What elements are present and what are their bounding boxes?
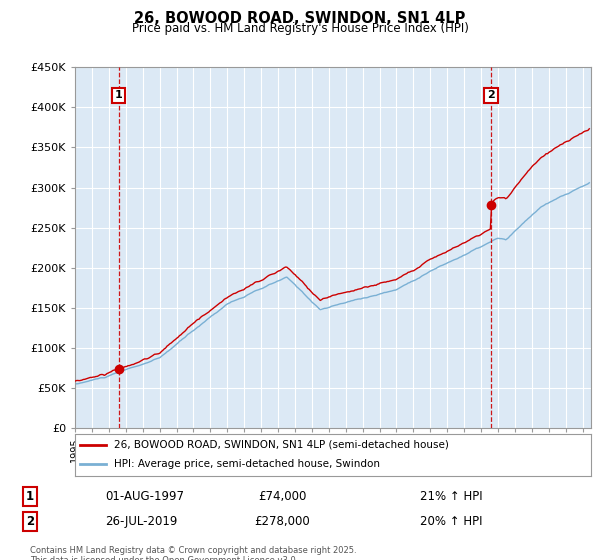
Text: 20% ↑ HPI: 20% ↑ HPI [420,515,482,529]
Text: 01-AUG-1997: 01-AUG-1997 [105,490,184,503]
Text: 1: 1 [26,490,34,503]
Text: 26, BOWOOD ROAD, SWINDON, SN1 4LP (semi-detached house): 26, BOWOOD ROAD, SWINDON, SN1 4LP (semi-… [114,440,449,450]
Text: £74,000: £74,000 [258,490,306,503]
Text: 26-JUL-2019: 26-JUL-2019 [105,515,178,529]
Text: 2: 2 [26,515,34,529]
Text: Price paid vs. HM Land Registry's House Price Index (HPI): Price paid vs. HM Land Registry's House … [131,22,469,35]
Text: £278,000: £278,000 [254,515,310,529]
Text: Contains HM Land Registry data © Crown copyright and database right 2025.
This d: Contains HM Land Registry data © Crown c… [30,546,356,560]
Text: 21% ↑ HPI: 21% ↑ HPI [420,490,482,503]
Text: 26, BOWOOD ROAD, SWINDON, SN1 4LP: 26, BOWOOD ROAD, SWINDON, SN1 4LP [134,11,466,26]
Text: 2: 2 [487,90,495,100]
Text: 1: 1 [115,90,122,100]
Text: HPI: Average price, semi-detached house, Swindon: HPI: Average price, semi-detached house,… [114,459,380,469]
